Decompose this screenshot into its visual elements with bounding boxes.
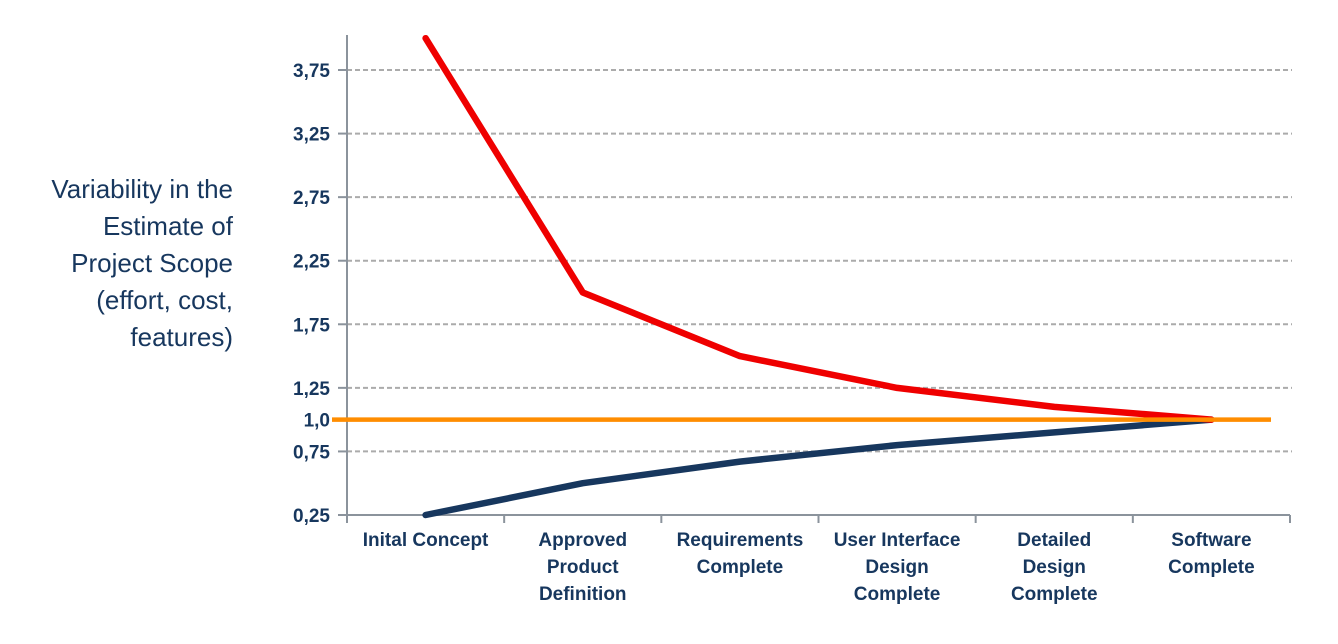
x-axis-category-label: Requirements [677,530,804,551]
x-axis-category-label: Complete [854,584,941,605]
y-axis-tick-label: 0,75 [293,442,330,463]
x-axis-category-label: Complete [697,557,784,578]
y-axis-title-line: Project Scope [71,248,233,278]
y-axis-tick-label: 1,0 [304,411,330,432]
x-axis-category-label: Product [547,557,619,578]
y-axis-title: Variability in the Estimate of Project S… [0,171,233,356]
y-axis-title-line: (effort, cost, [96,285,233,315]
y-axis-title-line: features) [130,322,233,352]
x-axis-category-label: Software [1171,530,1251,551]
y-axis-tick-label: 1,25 [293,379,330,400]
x-axis-category-label: Complete [1168,557,1255,578]
x-axis-category-label: User Interface [834,530,961,551]
upper-estimate-line [422,34,1215,423]
x-axis-category-label: Inital Concept [363,530,489,551]
x-axis-category-label: Design [1023,557,1086,578]
lower-estimate-line [422,416,1215,519]
y-axis-title-line: Estimate of [102,211,233,241]
x-axis-category-label: Definition [539,584,627,605]
x-axis-category-label: Approved [538,530,627,551]
x-axis-category-label: Design [865,557,928,578]
x-axis-category-label: Detailed [1017,530,1091,551]
y-axis-tick-label: 2,75 [293,188,330,209]
y-axis-tick-label: 3,75 [293,61,330,82]
y-axis-tick-label: 3,25 [293,125,330,146]
y-axis-title-line: Variability in the [51,174,233,204]
y-axis-tick-label: 0,25 [293,506,330,527]
y-axis-tick-label: 2,25 [293,252,330,273]
x-axis-category-label: Complete [1011,584,1098,605]
y-axis-tick-label: 1,75 [293,315,330,336]
